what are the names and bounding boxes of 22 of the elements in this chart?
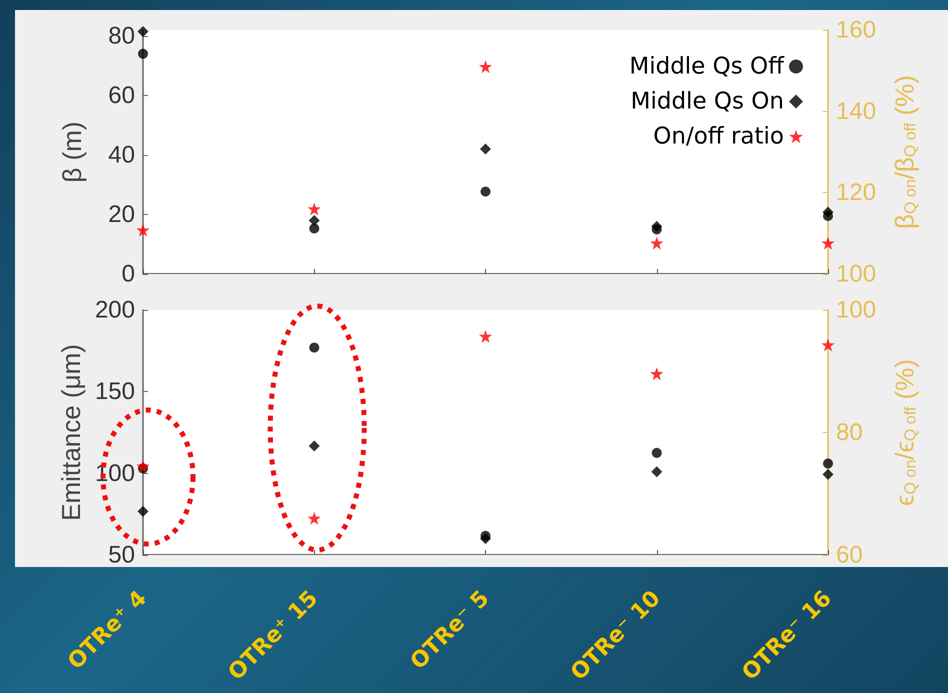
y2-axis-title: ϵQ on/ϵQ off (%) [890, 359, 920, 506]
legend-label: On/off ratio [653, 124, 784, 150]
y-tick-label: 50 [108, 542, 135, 568]
y-tick-label: 0 [122, 260, 135, 288]
y2-tick-label: 80 [836, 419, 863, 446]
y-tick-label: 20 [108, 200, 135, 228]
y2-tick-label: 140 [836, 98, 876, 125]
y-tick-label: 40 [108, 141, 135, 168]
y2-tick-label: 120 [836, 179, 876, 206]
y2-tick-label: 60 [836, 542, 863, 568]
y-tick-label: 200 [94, 296, 135, 324]
y-axis-title: Emittance (μm) [56, 344, 86, 521]
y2-tick-label: 100 [836, 296, 876, 324]
y-tick-label: 60 [108, 82, 135, 109]
y2-axis-title: βQ on/βQ off (%) [890, 75, 920, 229]
y-tick-label: 150 [94, 378, 135, 406]
y2-tick-label: 160 [836, 16, 876, 44]
legend-label: Middle Qs Off [629, 54, 786, 80]
y-axis-title: β (m) [57, 121, 87, 183]
y2-tick-label: 100 [836, 260, 876, 288]
legend-label: Middle Qs On [630, 88, 784, 114]
y-tick-label: 80 [108, 22, 135, 50]
